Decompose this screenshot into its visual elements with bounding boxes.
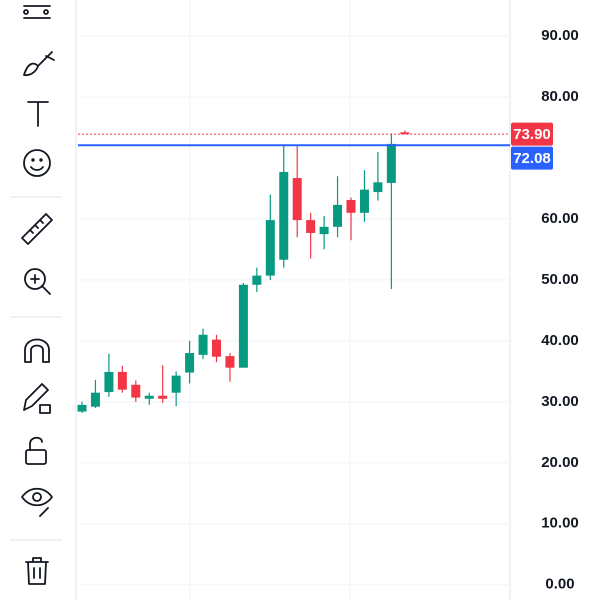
candle-body — [386, 143, 396, 183]
y-tick-label: 20.00 — [541, 454, 579, 471]
y-tick-label: 50.00 — [541, 271, 579, 288]
tool-icon[interactable] — [21, 213, 53, 245]
candle-body — [117, 371, 127, 390]
candle-body — [346, 200, 356, 213]
price-label-box — [511, 122, 553, 146]
candle-body — [265, 220, 275, 276]
tool-icon[interactable] — [24, 268, 51, 295]
y-tick-label: 40.00 — [541, 332, 579, 349]
tool-icon[interactable] — [23, 383, 51, 414]
tool-icon[interactable] — [23, 51, 55, 77]
candle-body — [144, 395, 154, 399]
tool-icon[interactable] — [23, 5, 51, 19]
candle-body — [373, 182, 383, 193]
candle-body — [77, 404, 87, 412]
candle-body — [252, 275, 262, 285]
y-tick-label: 90.00 — [541, 27, 579, 44]
candle-body — [90, 392, 100, 407]
price-label-box — [511, 146, 553, 170]
tool-icon[interactable] — [23, 149, 51, 177]
candle-body — [225, 356, 235, 368]
candle-body — [319, 226, 329, 235]
candle-body — [279, 171, 289, 260]
grid — [78, 35, 510, 586]
candle-body — [359, 189, 369, 213]
candle-body — [292, 178, 302, 221]
candle-body — [333, 204, 343, 227]
candle-body — [158, 395, 168, 399]
candle-body — [131, 384, 141, 398]
price-label: 72.08 — [513, 150, 551, 167]
price-label: 73.90 — [513, 126, 551, 143]
candle-body — [212, 339, 221, 357]
tool-icon[interactable] — [24, 338, 50, 363]
y-tick-label: 60.00 — [541, 210, 579, 227]
tool-icon[interactable] — [27, 101, 49, 127]
candle-body — [306, 220, 316, 233]
candle-body — [171, 375, 181, 393]
candle-body — [238, 284, 248, 368]
y-tick-label: 10.00 — [541, 515, 579, 532]
tool-icon[interactable] — [25, 557, 49, 585]
tool-icon[interactable] — [25, 436, 47, 465]
candle-body — [198, 334, 208, 355]
candle-body — [400, 132, 410, 135]
tool-icon[interactable] — [21, 487, 53, 517]
y-tick-label: 0.00 — [545, 576, 574, 593]
toolbar — [10, 5, 62, 585]
candle-body — [185, 353, 195, 373]
candle-body — [104, 371, 114, 393]
y-tick-label: 80.00 — [541, 88, 579, 105]
y-tick-label: 30.00 — [541, 393, 579, 410]
